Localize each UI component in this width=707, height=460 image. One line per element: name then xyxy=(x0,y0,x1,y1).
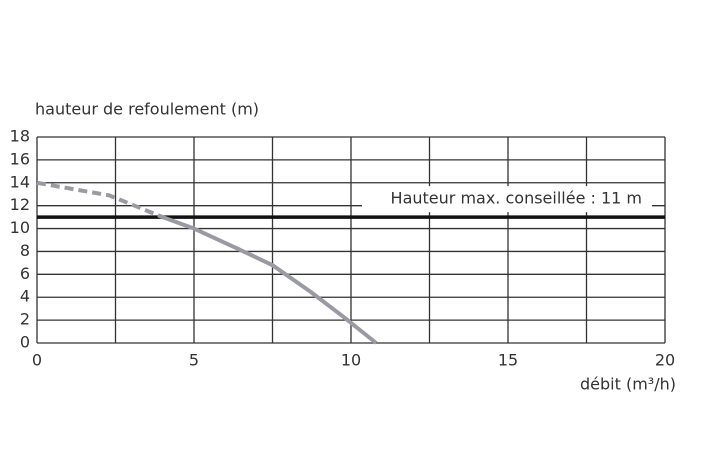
y-tick-label: 8 xyxy=(20,241,30,260)
y-axis-label: hauteur de refoulement (m) xyxy=(35,100,259,119)
y-tick-label: 4 xyxy=(20,287,30,306)
y-tick-label: 2 xyxy=(20,310,30,329)
annotation: Hauteur max. conseillée : 11 m xyxy=(391,189,642,208)
y-tick-label: 12 xyxy=(10,195,30,214)
y-tick-label: 18 xyxy=(10,127,30,146)
x-axis-label: débit (m³/h) xyxy=(580,375,676,394)
x-tick-label: 0 xyxy=(32,351,42,370)
y-tick-label: 10 xyxy=(10,218,30,237)
annotation-background xyxy=(362,186,652,213)
y-tick-label: 14 xyxy=(10,172,30,191)
x-tick-label: 10 xyxy=(341,351,361,370)
y-tick-label: 0 xyxy=(20,333,30,352)
x-tick-label: 15 xyxy=(498,351,518,370)
x-tick-label: 20 xyxy=(655,351,675,370)
curve xyxy=(161,215,378,345)
y-tick-label: 16 xyxy=(10,149,30,168)
curve xyxy=(36,180,164,219)
y-tick-label: 6 xyxy=(20,264,30,283)
x-tick-label: 5 xyxy=(189,351,199,370)
